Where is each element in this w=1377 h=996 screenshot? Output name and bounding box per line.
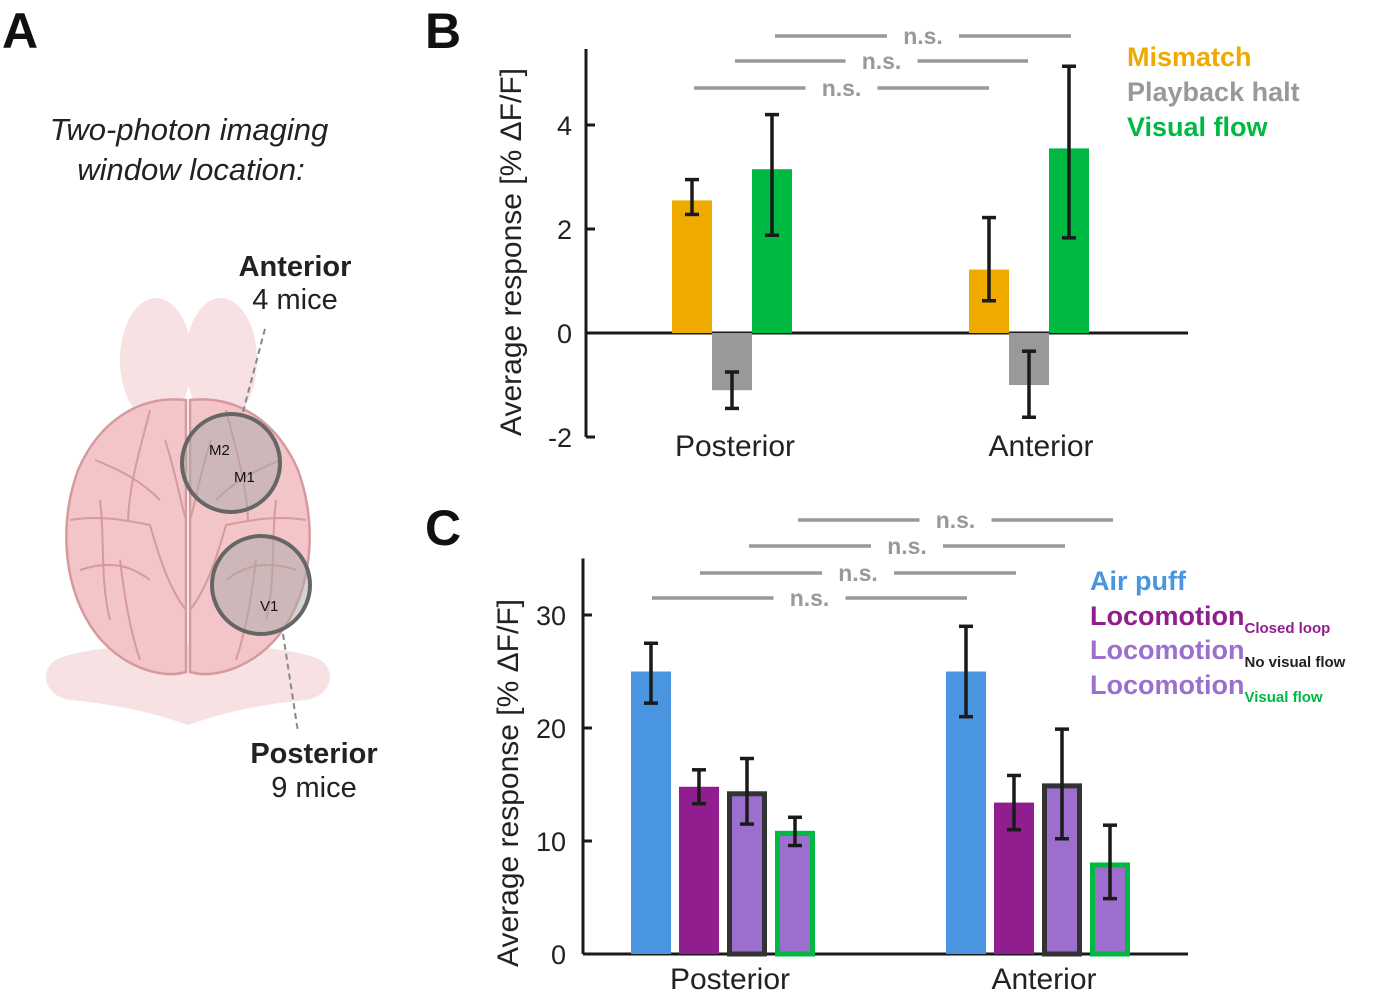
panel-c-x-tick-label: Posterior — [670, 963, 790, 996]
panel-c-legend-main: Locomotion — [1090, 601, 1244, 631]
panel-b-y-tick-label: 0 — [557, 319, 572, 349]
panel-c-legend-main: Locomotion — [1090, 635, 1244, 665]
panel-c-letter: C — [425, 500, 461, 556]
panel-c-legend-subscript: No visual flow — [1244, 654, 1345, 671]
anterior-count: 4 mice — [252, 284, 337, 316]
panel-c-legend-entry: LocomotionClosed loop — [1090, 601, 1330, 637]
panel-c-bar — [631, 671, 671, 954]
panel-c-legend-entry: LocomotionNo visual flow — [1090, 635, 1346, 671]
panel-a-title-line1: Two-photon imaging — [50, 112, 329, 147]
posterior-leader-line — [282, 633, 299, 733]
left-hemisphere — [65, 398, 188, 676]
panel-b-legend-entry: Playback halt — [1127, 77, 1300, 107]
brain-illustration: M2 M1 V1 — [46, 298, 330, 733]
area-label-m1: M1 — [234, 469, 255, 486]
panel-b-legend-entry: Mismatch — [1127, 42, 1252, 72]
panel-b-y-tick-label: 4 — [557, 111, 572, 141]
anterior-leader-line — [242, 324, 267, 413]
olfactory-bulb-left — [120, 298, 192, 422]
panel-b-chart: B -2 0 2 4 Average response [% ΔF/F] Posterior… — [425, 3, 1300, 463]
panel-c-significance-label: n.s. — [936, 507, 976, 533]
panel-c-y-tick-label: 10 — [536, 827, 566, 857]
panel-c-significance-label: n.s. — [838, 560, 878, 586]
panel-c-bar — [946, 671, 986, 954]
panel-c-y-tick-label: 0 — [551, 940, 566, 970]
panel-a: A Two-photon imaging window location: — [2, 3, 378, 804]
panel-c-bar — [727, 791, 767, 957]
panel-a-letter: A — [2, 3, 38, 59]
panel-b-legend-entry: Visual flow — [1127, 112, 1269, 142]
panel-b-x-tick-label: Posterior — [675, 430, 795, 463]
panel-c-legend-subscript: Visual flow — [1244, 689, 1322, 706]
panel-c-legend-main: Locomotion — [1090, 670, 1244, 700]
anterior-imaging-window — [180, 412, 282, 514]
posterior-label: Posterior — [250, 738, 377, 770]
posterior-imaging-window — [210, 534, 312, 636]
anterior-label: Anterior — [239, 251, 352, 283]
panel-b-significance-label: n.s. — [822, 75, 862, 101]
panel-b-y-tick-label: 2 — [557, 215, 572, 245]
panel-c-legend-entry: Air puff — [1090, 566, 1187, 596]
cerebellum — [46, 644, 330, 725]
panel-c-legend-main: Air puff — [1090, 566, 1187, 596]
olfactory-bulb-right — [185, 298, 257, 422]
panel-b-significance-label: n.s. — [903, 23, 943, 49]
panel-b-y-axis-label: Average response [% ΔF/F] — [495, 68, 528, 436]
area-label-m2: M2 — [209, 442, 230, 459]
panel-c-bar — [775, 830, 815, 957]
panel-b-bar — [672, 200, 712, 333]
panel-c-legend-subscript: Closed loop — [1244, 620, 1330, 637]
panel-c-significance-label: n.s. — [887, 533, 927, 559]
area-label-v1: V1 — [260, 598, 278, 615]
panel-c-bar — [679, 786, 719, 954]
panel-b-letter: B — [425, 3, 461, 59]
panel-b-significance-label: n.s. — [862, 48, 902, 74]
panel-c-x-tick-label: Anterior — [991, 963, 1096, 996]
panel-c-significance-label: n.s. — [790, 585, 830, 611]
posterior-count: 9 mice — [271, 772, 356, 804]
panel-c-legend-entry: LocomotionVisual flow — [1090, 670, 1323, 706]
panel-c-y-tick-label: 20 — [536, 714, 566, 744]
panel-c-chart: C 0 10 20 30 Average response [% ΔF/F] Posteri… — [425, 500, 1346, 996]
panel-b-x-tick-label: Anterior — [988, 430, 1093, 463]
panel-b-y-tick-label: -2 — [548, 423, 572, 453]
panel-c-y-tick-label: 30 — [536, 601, 566, 631]
panel-c-y-axis-label: Average response [% ΔF/F] — [492, 599, 525, 967]
panel-a-title-line2: window location: — [77, 152, 304, 187]
